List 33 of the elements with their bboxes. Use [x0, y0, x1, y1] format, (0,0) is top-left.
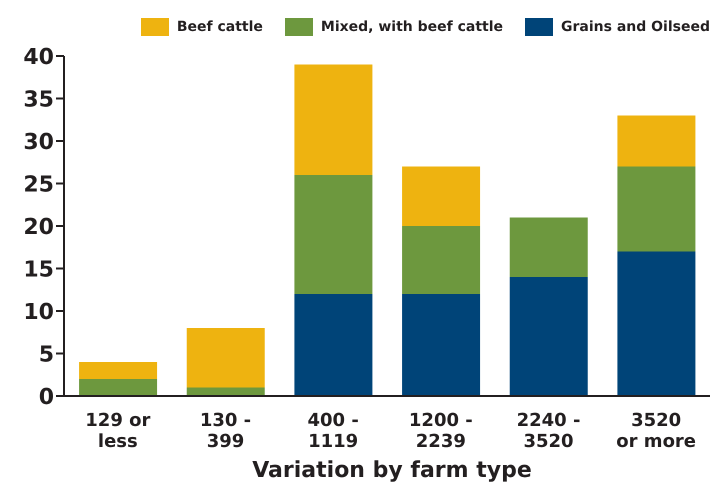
- bar: [617, 252, 696, 396]
- y-tick-label: 15: [23, 257, 54, 282]
- y-tick-label: 35: [23, 87, 54, 112]
- x-axis-title: Variation by farm type: [251, 458, 533, 483]
- x-tick-label: 129 or less: [85, 410, 150, 452]
- y-tick-label: 25: [23, 172, 54, 198]
- y-tick-label: 10: [23, 300, 54, 325]
- legend-label: Mixed, with beef cattle: [320, 19, 504, 35]
- bar: [79, 362, 158, 379]
- x-tick-label: 3520 or more: [616, 410, 696, 452]
- x-tick-label: 130 - 399: [200, 410, 252, 452]
- bar: [402, 294, 480, 396]
- bar: [294, 175, 372, 294]
- y-tick-label: 0: [38, 384, 54, 410]
- bar: [186, 328, 265, 388]
- x-tick-label: 2240 - 3520: [516, 410, 580, 452]
- bar: [402, 226, 480, 294]
- x-tick-label: 400 - 1119: [308, 410, 359, 452]
- y-tick-label: 30: [23, 130, 54, 155]
- y-tick-label: 5: [38, 342, 54, 368]
- bar: [617, 116, 696, 166]
- legend-label: Grains and Oilseed: [561, 19, 710, 35]
- y-tick-label: 40: [23, 44, 54, 70]
- bar: [79, 379, 158, 396]
- x-tick-label: 1200 - 2239: [408, 410, 473, 452]
- bar: [510, 277, 588, 396]
- bar: [510, 218, 588, 277]
- bar: [617, 166, 696, 252]
- bar: [294, 64, 372, 175]
- bar: [294, 294, 372, 396]
- legend-label: Beef cattle: [176, 19, 263, 35]
- y-tick-label: 20: [23, 214, 54, 240]
- bar: [402, 166, 480, 226]
